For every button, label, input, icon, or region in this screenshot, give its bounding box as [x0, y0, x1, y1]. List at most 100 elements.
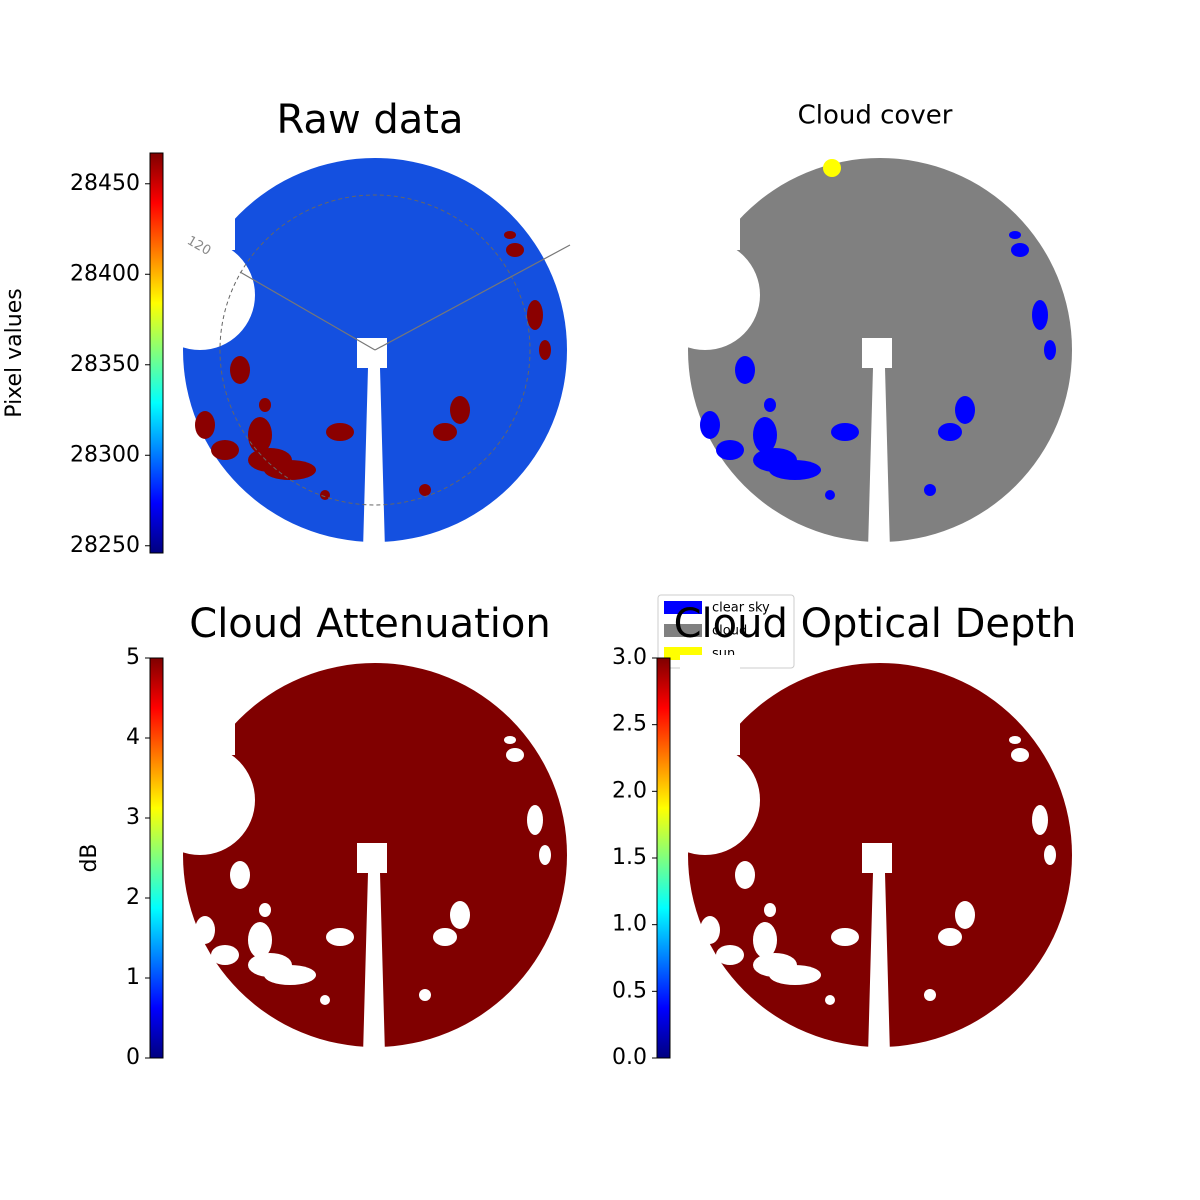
- cloud-blob: [700, 411, 720, 439]
- grid-ring: [219, 194, 531, 506]
- mast: [862, 338, 892, 550]
- panel-title: Cloud Attenuation: [189, 601, 550, 647]
- cloud-blob: [924, 989, 936, 1001]
- cloud-blob: [1044, 340, 1056, 360]
- cloud-blob: [195, 411, 215, 439]
- colorbar-tick-label: 28450: [70, 171, 140, 196]
- panel-title: Raw data: [277, 97, 464, 143]
- colorbar-tick-label: 1: [126, 965, 140, 990]
- horizon-mask: [650, 745, 760, 855]
- cloud-blob: [769, 460, 821, 480]
- cloud-blob: [211, 945, 239, 965]
- cloud-blob: [259, 398, 271, 412]
- cloud-blob: [433, 423, 457, 441]
- azimuth-line: [374, 244, 571, 351]
- colorbar-tick-label: 28350: [70, 352, 140, 377]
- legend-swatch: [664, 624, 702, 637]
- cloud-blob: [419, 484, 431, 496]
- cloud-blob: [539, 340, 551, 360]
- cloud-blob: [753, 922, 777, 958]
- cloud-blob: [539, 845, 551, 865]
- cloud-blob: [1044, 845, 1056, 865]
- mast: [357, 843, 387, 1055]
- cloud-blob: [506, 243, 524, 257]
- cloud-blob: [1011, 243, 1029, 257]
- cloud-blob: [938, 423, 962, 441]
- colorbar-tick-label: 5: [126, 645, 140, 670]
- horizon-mask: [650, 240, 760, 350]
- cloud-blob: [1032, 300, 1048, 330]
- legend-swatch: [664, 601, 702, 614]
- colorbar-tick-label: 0.5: [612, 978, 647, 1003]
- horizon-mask: [175, 150, 235, 375]
- mast: [357, 338, 387, 550]
- colorbar-tick-label: 2.0: [612, 778, 647, 803]
- cloud-blob: [259, 903, 271, 917]
- cloud-blob: [769, 965, 821, 985]
- colorbar-label: dB: [77, 843, 102, 872]
- colorbar-tick-label: 4: [126, 725, 140, 750]
- cloud-blob: [504, 736, 516, 744]
- cloud-blob: [825, 995, 835, 1005]
- colorbar: [149, 657, 164, 1059]
- cloud-blob: [527, 300, 543, 330]
- colorbar-tick-label: 1.0: [612, 912, 647, 937]
- cloud-blob: [716, 440, 744, 460]
- cloud-blob: [955, 901, 975, 929]
- panel-title: Cloud cover: [798, 101, 953, 131]
- mast: [862, 843, 892, 1055]
- horizon-mask: [680, 150, 740, 375]
- cloud-blob: [1032, 805, 1048, 835]
- azimuth-line: [239, 271, 376, 351]
- legend-label: cloud: [712, 624, 747, 639]
- cloud-blob: [230, 861, 250, 889]
- colorbar-label: Pixel values: [2, 288, 27, 417]
- cloud-blob: [735, 861, 755, 889]
- cloud-blob: [764, 903, 776, 917]
- horizon-mask: [145, 745, 255, 855]
- cloud-blob: [450, 396, 470, 424]
- colorbar-tick-label: 0: [126, 1045, 140, 1070]
- colorbar-tick-label: 3: [126, 805, 140, 830]
- cloud-blob: [433, 928, 457, 946]
- cloud-blob: [320, 490, 330, 500]
- cloud-blob: [506, 748, 524, 762]
- sun: [823, 159, 841, 177]
- panel-title: Cloud Optical Depth: [674, 601, 1077, 647]
- colorbar-tick-label: 28250: [70, 533, 140, 558]
- cloud-blob: [264, 460, 316, 480]
- cloud-blob: [326, 928, 354, 946]
- cloud-blob: [320, 995, 330, 1005]
- colorbar: [149, 152, 164, 554]
- cloud-blob: [527, 805, 543, 835]
- cloud-blob: [450, 901, 470, 929]
- colorbar-tick-label: 1.5: [612, 845, 647, 870]
- sky-image: [145, 655, 567, 1055]
- sky-image: [650, 150, 1072, 550]
- cloud-blob: [419, 989, 431, 1001]
- cloud-blob: [264, 965, 316, 985]
- sky-image: [145, 150, 571, 550]
- cloud-blob: [924, 484, 936, 496]
- cloud-blob: [753, 417, 777, 453]
- cloud-blob: [326, 423, 354, 441]
- cloud-blob: [716, 945, 744, 965]
- cloud-blob: [211, 440, 239, 460]
- colorbar: [656, 657, 671, 1059]
- cloud-blob: [230, 356, 250, 384]
- cloud-blob: [1009, 231, 1021, 239]
- cloud-blob: [700, 916, 720, 944]
- cloud-blob: [1009, 736, 1021, 744]
- cloud-blob: [735, 356, 755, 384]
- cloud-blob: [825, 490, 835, 500]
- cloud-blob: [938, 928, 962, 946]
- sky-image: [650, 655, 1072, 1055]
- colorbar-tick-label: 28300: [70, 442, 140, 467]
- colorbar-tick-label: 28400: [70, 261, 140, 286]
- cloud-blob: [248, 922, 272, 958]
- colorbar-tick-label: 2: [126, 885, 140, 910]
- cloud-blob: [955, 396, 975, 424]
- horizon-mask: [145, 240, 255, 350]
- colorbar-tick-label: 3.0: [612, 645, 647, 670]
